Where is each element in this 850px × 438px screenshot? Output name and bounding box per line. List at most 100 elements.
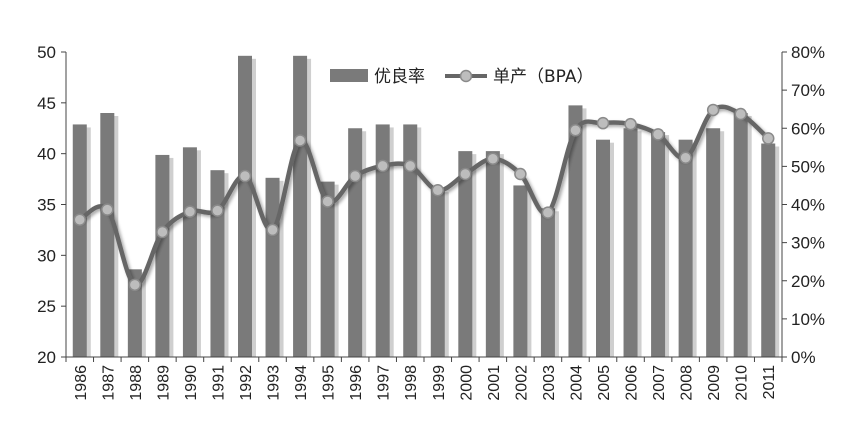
x-tick-label: 1990 — [183, 365, 200, 401]
bar-1994 — [293, 55, 308, 357]
x-tick-label: 2009 — [706, 365, 723, 401]
bar-series — [72, 55, 780, 357]
bar-1989 — [155, 154, 170, 357]
left-tick-label: 50 — [37, 43, 56, 62]
bar-2005 — [596, 139, 610, 357]
yield-point-1994 — [293, 134, 307, 147]
x-tick-label: 2001 — [486, 365, 503, 401]
yield-point-1986 — [73, 213, 87, 226]
x-tick-label: 2003 — [541, 365, 558, 401]
yield-point-2002 — [514, 167, 527, 181]
axes: 20 25 30 35 40 45 50 0% 10% 20% 30% 40% 50% 60% 70% 80%… — [37, 43, 825, 401]
bar-1987 — [100, 113, 115, 357]
x-tick-label: 2006 — [624, 365, 641, 401]
legend: 优良率 单产（BPA） — [330, 67, 593, 87]
yield-point-2010 — [734, 107, 747, 121]
yield-point-1995 — [321, 195, 334, 208]
bar-2009 — [706, 128, 721, 357]
x-tick-label: 2010 — [734, 365, 751, 401]
right-tick-label: 40% — [791, 196, 825, 215]
bar-1996 — [348, 128, 363, 357]
x-tick-label: 1995 — [321, 365, 338, 401]
x-tick-label: 1993 — [266, 365, 283, 401]
x-tick-label: 1998 — [403, 365, 420, 401]
yield-point-2007 — [651, 128, 665, 141]
yield-point-1996 — [348, 169, 362, 183]
left-tick-label: 35 — [37, 196, 56, 215]
x-tick-label: 2008 — [679, 365, 696, 401]
yield-point-2000 — [459, 167, 472, 181]
yield-point-2008 — [679, 151, 692, 164]
yield-point-2001 — [486, 152, 500, 165]
bar-2002 — [513, 185, 528, 357]
x-tick-label: 2005 — [596, 365, 613, 401]
yield-point-2009 — [706, 103, 720, 117]
left-tick-label: 30 — [37, 246, 56, 265]
legend-bar-label: 优良率 — [374, 67, 425, 87]
yield-point-1998 — [403, 159, 417, 173]
yield-point-1991 — [211, 204, 224, 217]
yield-point-2005 — [596, 116, 610, 130]
x-tick-label: 2007 — [651, 365, 668, 401]
right-tick-label: 70% — [791, 81, 825, 100]
x-tick-label: 1997 — [376, 365, 393, 401]
legend-bar-swatch — [330, 69, 368, 82]
right-tick-label: 0% — [791, 348, 816, 367]
yield-point-2006 — [624, 117, 637, 131]
bar-1992 — [238, 55, 252, 357]
x-tick-label: 2011 — [761, 365, 778, 400]
yield-point-1989 — [156, 225, 169, 239]
yield-point-1987 — [101, 203, 114, 216]
left-tick-label: 45 — [37, 94, 56, 113]
yield-point-2003 — [541, 206, 555, 219]
legend-line-label: 单产（BPA） — [493, 67, 593, 87]
x-tick-label: 1989 — [155, 365, 172, 401]
bar-1990 — [182, 147, 197, 357]
x-tick-label: 2000 — [458, 365, 475, 401]
left-tick-label: 40 — [37, 145, 56, 164]
bar-2008 — [678, 139, 693, 357]
yield-point-1988 — [128, 278, 142, 292]
x-tick-label: 2004 — [568, 365, 585, 401]
x-tick-label: 1994 — [293, 365, 310, 401]
bar-2010 — [733, 113, 748, 357]
line-series — [73, 103, 775, 292]
bar-2006 — [623, 128, 638, 357]
yield-point-1993 — [266, 223, 279, 237]
x-tick-label: 2002 — [513, 365, 530, 401]
bar-2000 — [458, 151, 473, 357]
yield-point-1999 — [431, 184, 445, 197]
yield-point-1997 — [376, 159, 389, 173]
x-tick-label: 1992 — [238, 365, 255, 401]
bar-1986 — [72, 124, 87, 357]
x-tick-label: 1987 — [100, 365, 117, 401]
bar-2003 — [540, 208, 555, 357]
yield-point-2004 — [569, 124, 582, 137]
bar-1991 — [210, 170, 225, 357]
right-tick-label: 50% — [791, 157, 825, 176]
right-tick-label: 80% — [791, 43, 825, 62]
yield-point-2011 — [761, 132, 775, 145]
right-tick-label: 60% — [791, 119, 825, 138]
yield-point-1990 — [183, 205, 197, 218]
bar-1995 — [320, 181, 335, 357]
bar-1998 — [403, 124, 418, 357]
x-tick-label: 1996 — [348, 365, 365, 401]
bar-1997 — [375, 124, 390, 357]
bar-1988 — [127, 269, 142, 357]
left-tick-label: 20 — [37, 348, 56, 367]
legend-line-marker — [459, 69, 473, 83]
right-tick-label: 30% — [791, 234, 825, 253]
yield-point-1992 — [238, 169, 252, 183]
bar-2004 — [568, 105, 583, 357]
left-tick-label: 25 — [37, 297, 56, 316]
bar-1999 — [430, 189, 445, 357]
bar-2007 — [651, 132, 666, 357]
right-tick-label: 10% — [791, 310, 825, 329]
x-tick-label: 1988 — [128, 365, 145, 401]
x-tick-label: 1991 — [210, 365, 227, 401]
x-tick-label: 1999 — [431, 365, 448, 401]
right-tick-label: 20% — [791, 272, 825, 291]
bar-2011 — [761, 143, 776, 357]
